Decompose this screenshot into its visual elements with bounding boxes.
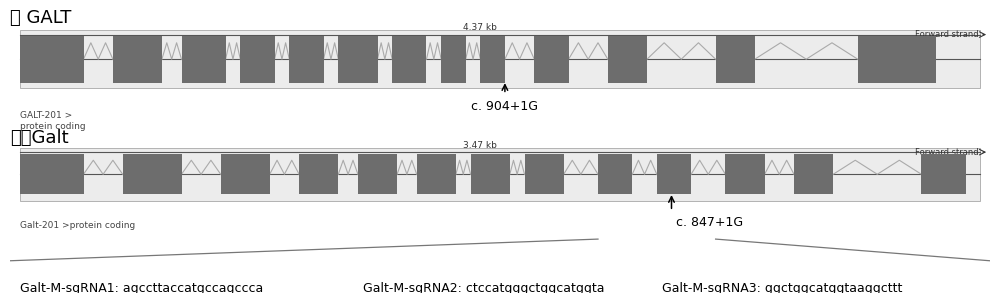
Bar	[338, 36, 378, 83]
Bar	[657, 154, 691, 194]
Bar	[608, 36, 647, 83]
Bar	[598, 154, 632, 194]
Text: Galt-M-sgRNA1: agccttaccatgccagccca: Galt-M-sgRNA1: agccttaccatgccagccca	[20, 282, 263, 293]
Text: Forward strand: Forward strand	[915, 30, 978, 39]
Text: 人 GALT: 人 GALT	[10, 9, 71, 27]
Bar	[921, 154, 966, 194]
Bar	[123, 154, 182, 194]
Bar	[471, 154, 510, 194]
Bar	[240, 36, 275, 83]
Text: Galt-M-sgRNA3: ggctggcatggtaaggcttt: Galt-M-sgRNA3: ggctggcatggtaaggcttt	[662, 282, 902, 293]
Bar	[20, 154, 84, 194]
Text: c. 847+1G: c. 847+1G	[676, 217, 744, 229]
Bar	[20, 148, 980, 201]
Text: Galt-201 >protein coding: Galt-201 >protein coding	[20, 221, 135, 230]
Bar	[417, 154, 456, 194]
Bar	[358, 154, 397, 194]
Bar	[221, 154, 270, 194]
Text: c. 904+1G: c. 904+1G	[471, 100, 538, 113]
Text: 4.37 kb: 4.37 kb	[463, 23, 497, 32]
Bar	[524, 154, 564, 194]
Bar	[182, 36, 226, 83]
Bar	[20, 36, 84, 83]
Bar	[794, 154, 833, 194]
Text: 小鼠Galt: 小鼠Galt	[10, 129, 69, 147]
Text: 3.47 kb: 3.47 kb	[463, 141, 497, 150]
Text: Galt-M-sgRNA2: ctccatgggctggcatggta: Galt-M-sgRNA2: ctccatgggctggcatggta	[363, 282, 604, 293]
Bar	[441, 36, 466, 83]
Bar	[480, 36, 505, 83]
Bar	[725, 154, 765, 194]
Bar	[20, 30, 980, 88]
Bar	[534, 36, 569, 83]
Bar	[113, 36, 162, 83]
Bar	[858, 36, 936, 83]
Bar	[299, 154, 338, 194]
Bar	[289, 36, 324, 83]
Text: Forward strand: Forward strand	[915, 148, 978, 157]
Text: GALT-201 >
protein coding: GALT-201 > protein coding	[20, 111, 85, 131]
Bar	[392, 36, 426, 83]
Bar	[716, 36, 755, 83]
